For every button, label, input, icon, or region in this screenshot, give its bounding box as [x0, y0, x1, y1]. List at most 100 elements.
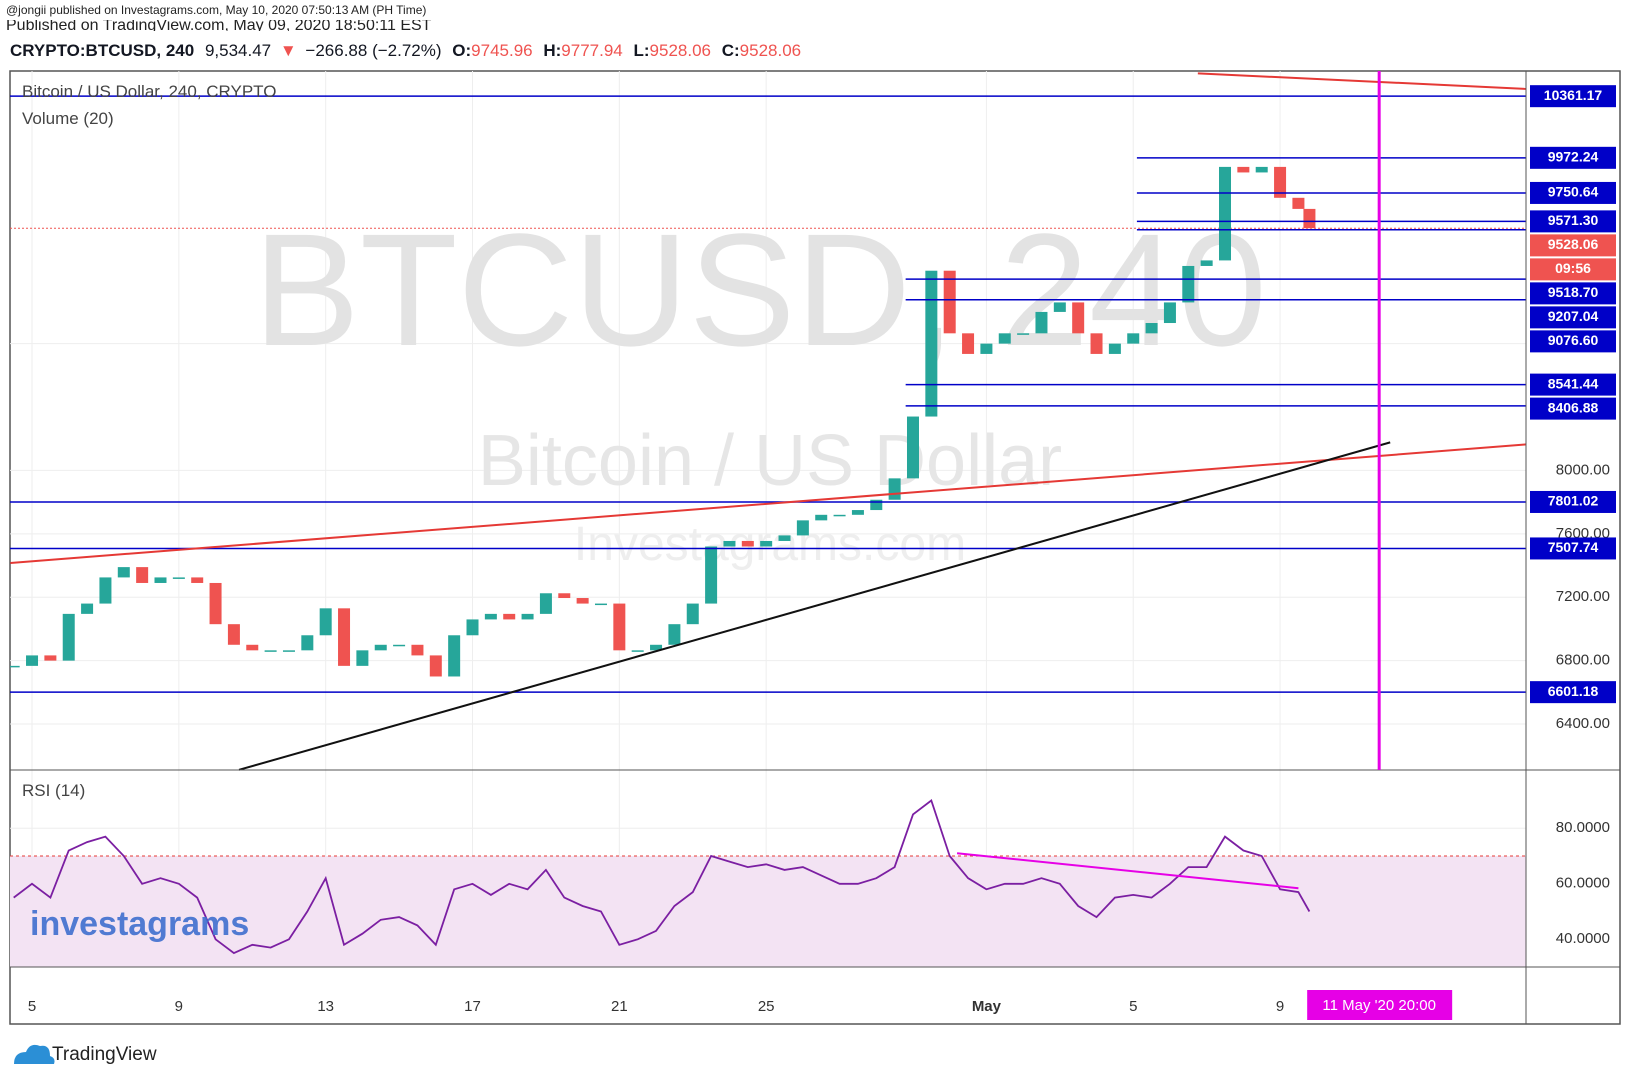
trendline	[10, 443, 1526, 564]
y-tick-label: 8000.00	[1556, 461, 1610, 478]
watermark-subtitle: Bitcoin / US Dollar	[478, 421, 1062, 501]
candle	[851, 510, 864, 515]
x-tick-label: 13	[317, 998, 334, 1015]
candle	[778, 535, 791, 541]
candle	[338, 608, 351, 666]
candle	[172, 577, 185, 579]
candle	[1163, 302, 1176, 324]
high-label: H:	[543, 41, 561, 60]
candle	[668, 624, 681, 645]
candle	[246, 644, 259, 651]
rsi-band	[10, 856, 1526, 967]
candle	[154, 577, 167, 583]
price-label: 9518.70	[1548, 284, 1599, 300]
rsi-legend: RSI (14)	[22, 781, 85, 800]
price-label-box	[1530, 181, 1616, 204]
trendline	[238, 441, 1391, 771]
cursor-label: 11 May '20 20:00	[1322, 997, 1436, 1014]
candle	[466, 619, 479, 636]
x-tick-label: 21	[611, 998, 628, 1015]
candle	[613, 603, 626, 651]
candle	[796, 520, 809, 536]
y-tick-label: 7200.00	[1556, 588, 1610, 605]
chart-title: Bitcoin / US Dollar, 240, CRYPTO	[22, 82, 276, 101]
price-label-box	[1530, 210, 1616, 233]
price-label-box	[1530, 146, 1616, 169]
trendline	[1197, 72, 1526, 90]
candle	[429, 655, 442, 677]
candle	[1303, 208, 1316, 229]
price-label: 9207.04	[1548, 308, 1599, 324]
candle	[686, 603, 699, 625]
candle	[319, 608, 332, 636]
price-label-box	[1530, 85, 1616, 108]
candle	[117, 567, 130, 578]
y-tick-label: 6800.00	[1556, 652, 1610, 669]
header-mask	[0, 31, 1630, 71]
price-label: 6601.18	[1548, 683, 1599, 699]
price-label: 10361.17	[1544, 87, 1603, 103]
tradingview-icon	[14, 1044, 55, 1064]
candle	[62, 613, 75, 661]
price-label-box	[1530, 330, 1616, 353]
x-tick-label: May	[972, 998, 1002, 1015]
candle	[906, 416, 919, 479]
candle	[1108, 343, 1121, 354]
candle	[723, 540, 736, 547]
candle	[631, 650, 644, 652]
change-arrow: ▼	[280, 41, 297, 60]
candle	[1219, 166, 1232, 261]
candle	[484, 613, 497, 620]
tradingview-line: Published on TradingView.com, May 09, 20…	[6, 17, 432, 34]
price-label: 7801.02	[1548, 493, 1599, 509]
volume-legend: Volume (20)	[22, 109, 114, 128]
price-label-box	[1530, 537, 1616, 560]
axes: 5 9 13 17 21 25 May 5 96400.006800.007200.007600…	[28, 85, 1616, 1015]
candle	[393, 644, 406, 647]
candle	[1182, 265, 1195, 303]
investagrams-logo: investagrams	[30, 905, 249, 943]
candle	[356, 650, 369, 666]
candle	[539, 593, 552, 614]
candle	[301, 635, 314, 651]
candle	[1255, 166, 1268, 173]
price-label: 9972.24	[1548, 149, 1599, 165]
candle	[191, 577, 204, 583]
price-label-box	[1530, 397, 1616, 420]
symbol-line: CRYPTO:BTCUSD, 240 9,534.47 ▼ −266.88 (−…	[10, 41, 801, 60]
candle	[1292, 197, 1305, 209]
candle	[833, 514, 846, 517]
candle	[1090, 333, 1103, 354]
candle	[521, 613, 534, 620]
tradingview-cloud	[14, 1044, 55, 1064]
header-mask	[0, 0, 1630, 20]
candle	[705, 546, 718, 604]
high: 9777.94	[561, 41, 622, 60]
candle	[1200, 260, 1213, 266]
x-tick-label: 17	[464, 998, 481, 1015]
candle	[448, 635, 461, 677]
candle	[1017, 333, 1030, 335]
y-tick-label: 80.0000	[1556, 819, 1610, 836]
candle	[282, 650, 295, 652]
price-label-box	[1530, 234, 1616, 257]
open-label: O:	[452, 41, 471, 60]
candle	[1053, 302, 1066, 312]
candle	[1127, 333, 1140, 344]
cursor-label-box	[1307, 990, 1453, 1020]
y-tick-label: 6400.00	[1556, 715, 1610, 732]
close-label: C:	[722, 41, 740, 60]
price-label: 7507.74	[1548, 539, 1599, 555]
rsi-band-layer	[10, 855, 1526, 968]
candle	[650, 644, 663, 651]
rsi-trendline	[956, 852, 1299, 890]
candle	[1274, 166, 1287, 198]
candle	[980, 343, 993, 354]
candle	[209, 582, 222, 625]
candle	[741, 540, 754, 547]
publisher-line: @jongii published on Investagrams.com, M…	[6, 3, 426, 17]
candle	[1237, 166, 1250, 173]
x-tick-label: 9	[1276, 998, 1284, 1015]
candle	[503, 613, 516, 620]
